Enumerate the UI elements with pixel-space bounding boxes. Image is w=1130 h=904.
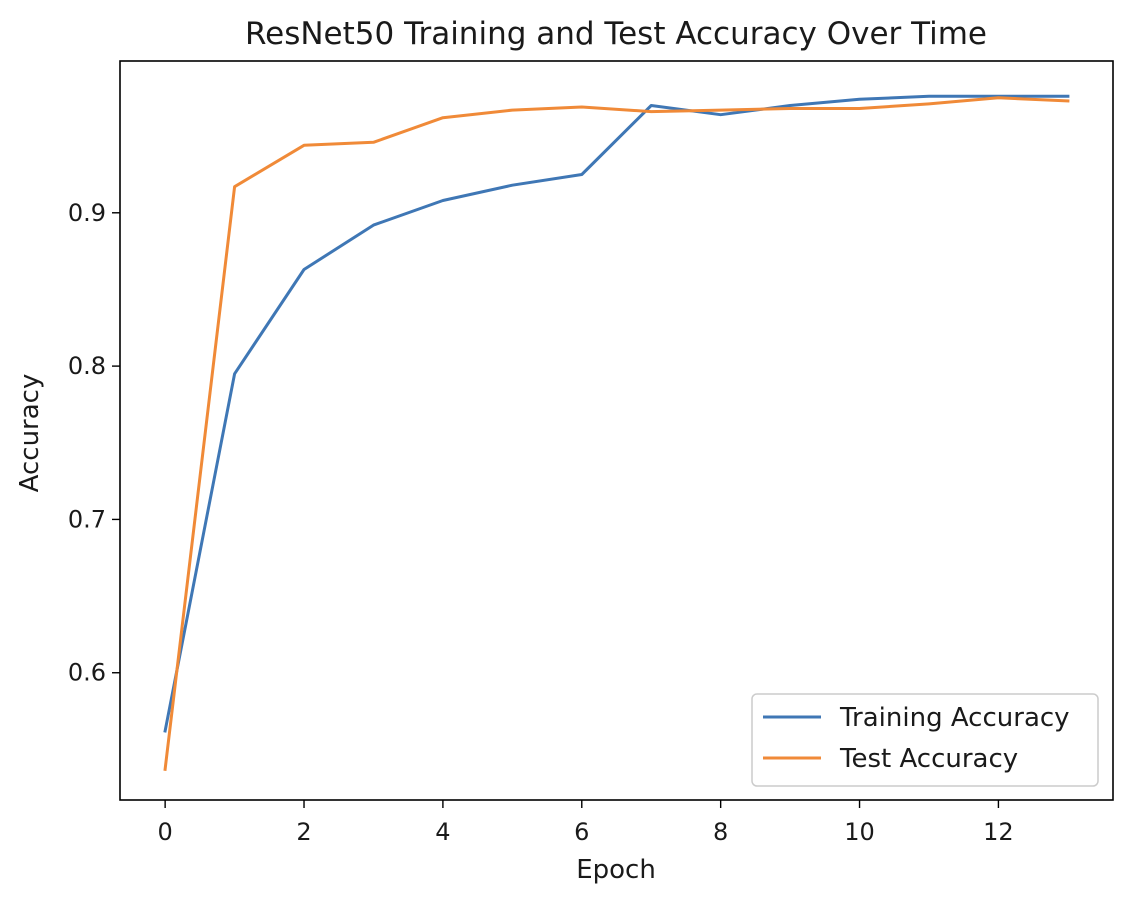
legend-label-test: Test Accuracy	[839, 744, 1018, 774]
y-tick-label: 0.7	[68, 505, 106, 533]
y-axis-ticks: 0.6 0.7 0.8 0.9	[68, 199, 120, 687]
plot-area	[119, 60, 1114, 801]
legend: Training Accuracy Test Accuracy	[751, 693, 1099, 787]
x-axis-label: Epoch	[576, 855, 656, 885]
series-line-training	[163, 94, 1070, 733]
x-tick-label: 10	[844, 818, 875, 846]
x-tick-label: 12	[983, 818, 1014, 846]
x-tick-label: 6	[574, 818, 589, 846]
x-tick-label: 4	[435, 818, 450, 846]
x-tick-label: 8	[713, 818, 728, 846]
x-tick-label: 2	[296, 818, 311, 846]
x-tick-label: 0	[157, 818, 172, 846]
x-axis-ticks: 0 2 4 6 8 10 12	[157, 800, 1014, 846]
y-axis-label: Accuracy	[15, 374, 45, 493]
series-line-test	[163, 96, 1070, 771]
chart-title: ResNet50 Training and Test Accuracy Over…	[245, 16, 987, 52]
y-tick-label: 0.6	[68, 659, 106, 687]
y-tick-label: 0.9	[68, 199, 106, 227]
y-tick-label: 0.8	[68, 352, 106, 380]
legend-box	[751, 693, 1099, 787]
data-lines	[163, 94, 1070, 771]
legend-label-training: Training Accuracy	[839, 703, 1070, 733]
